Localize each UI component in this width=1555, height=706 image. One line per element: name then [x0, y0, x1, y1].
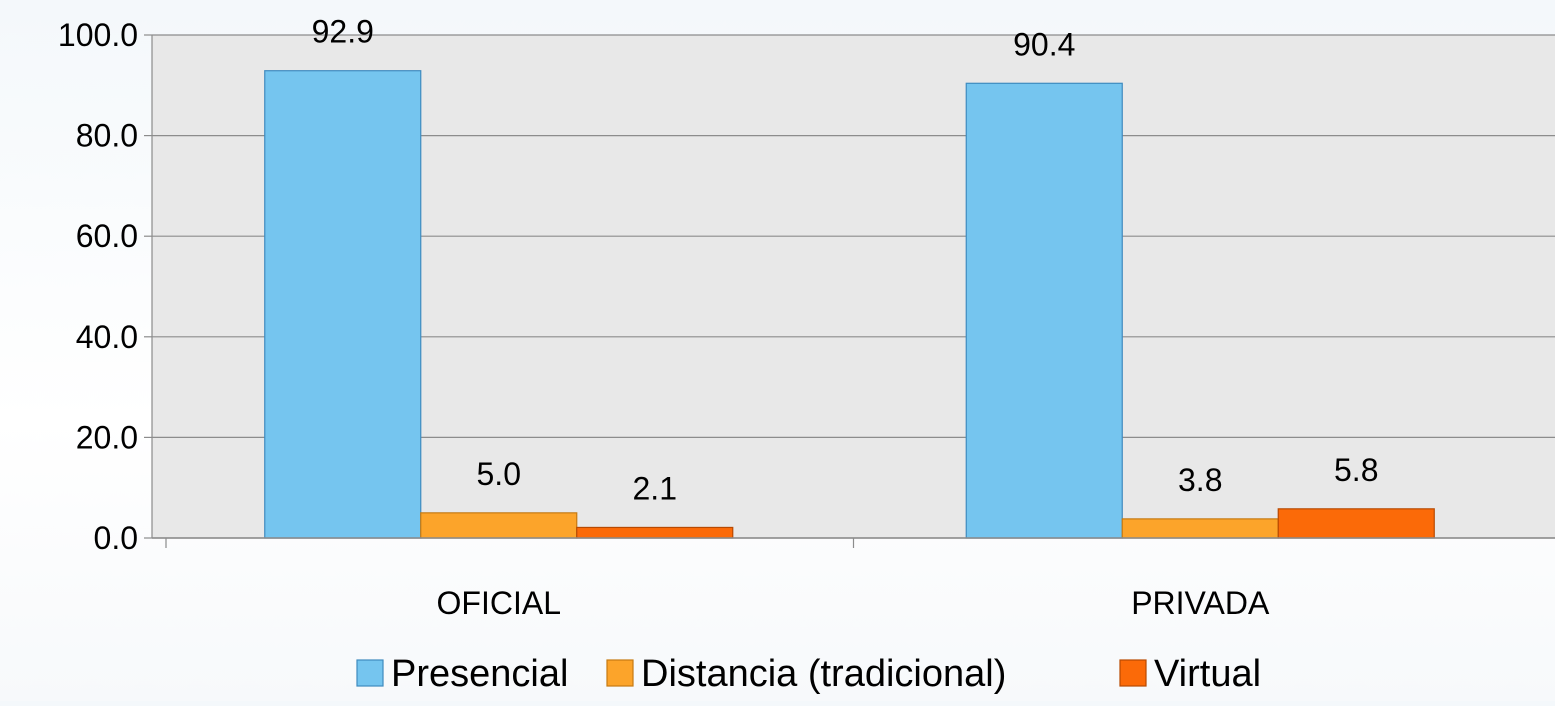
bar — [420, 512, 578, 539]
legend-swatch — [606, 659, 634, 687]
data-label: 90.4 — [1013, 26, 1075, 62]
y-tick-label: 60.0 — [76, 218, 138, 254]
data-label: 92.9 — [312, 14, 374, 50]
data-label: 5.8 — [1334, 452, 1378, 488]
legend-label: Distancia (tradicional) — [641, 653, 1006, 695]
data-label: 3.8 — [1178, 462, 1222, 498]
bar — [576, 526, 734, 539]
category-label: OFICIAL — [437, 585, 561, 621]
bar — [965, 82, 1123, 539]
y-tick-label: 100.0 — [58, 17, 138, 53]
legend-swatch — [1119, 659, 1147, 687]
data-label: 2.1 — [633, 470, 677, 506]
bar — [1277, 508, 1435, 539]
legend: Presencial Distancia (tradicional) Virtual — [356, 653, 1261, 695]
bars — [264, 70, 1435, 539]
bar — [1121, 518, 1279, 539]
axes: 0.0 20.0 40.0 60.0 80.0 100.0 OFICIAL PRIVADA — [58, 17, 1555, 621]
category-label: PRIVADA — [1131, 585, 1270, 621]
data-labels: 92.9 5.0 2.1 90.4 3.8 5.8 — [312, 14, 1379, 507]
legend-label: Virtual — [1154, 653, 1261, 695]
legend-label: Presencial — [391, 653, 568, 695]
bar — [264, 70, 422, 539]
legend-swatch — [356, 659, 384, 687]
y-tick-label: 0.0 — [94, 520, 138, 556]
y-tick-label: 20.0 — [76, 419, 138, 455]
y-tick-label: 40.0 — [76, 319, 138, 355]
data-label: 5.0 — [477, 456, 521, 492]
y-tick-label: 80.0 — [76, 118, 138, 154]
